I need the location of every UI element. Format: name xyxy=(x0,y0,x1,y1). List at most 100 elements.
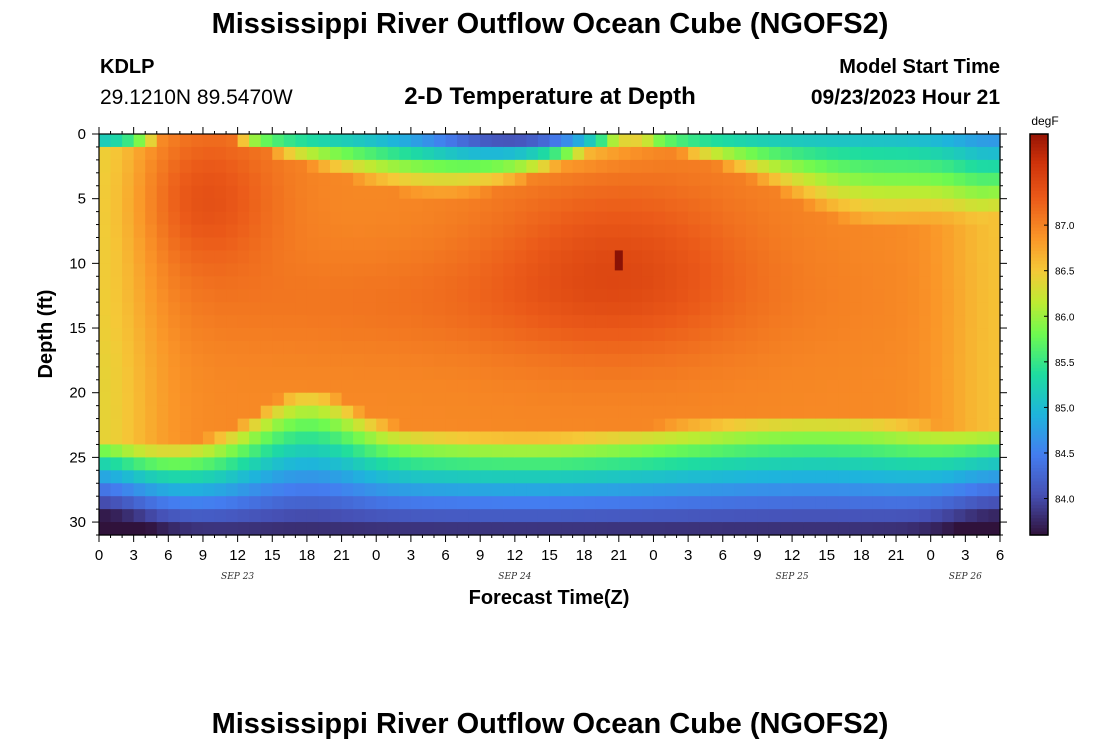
heatmap-cell xyxy=(884,328,897,342)
x-tick-label: 9 xyxy=(753,547,761,564)
heatmap-cell xyxy=(965,483,978,497)
heatmap-cell xyxy=(768,315,782,329)
heatmap-cell xyxy=(364,185,377,200)
colorbar-segment xyxy=(1030,217,1048,222)
heatmap-cell xyxy=(815,224,828,239)
heatmap-cell xyxy=(792,431,805,446)
heatmap-cell xyxy=(826,172,839,187)
heatmap-cell xyxy=(330,276,343,290)
heatmap-cell xyxy=(214,250,227,264)
heatmap-cell xyxy=(445,483,458,497)
heatmap-cell xyxy=(110,315,123,329)
heatmap-cell xyxy=(595,483,608,497)
heatmap-cell xyxy=(561,392,574,407)
heatmap-cell xyxy=(688,496,701,510)
heatmap-cell xyxy=(953,159,966,174)
heatmap-cell xyxy=(965,237,978,252)
heatmap-cell xyxy=(514,302,527,316)
heatmap-cell xyxy=(826,185,839,200)
colorbar-segment xyxy=(1030,381,1048,386)
colorbar-segment xyxy=(1030,274,1048,279)
heatmap-cell xyxy=(965,315,978,329)
heatmap-cell xyxy=(226,276,239,290)
heatmap-cell xyxy=(99,237,112,252)
heatmap-cell xyxy=(237,302,250,316)
heatmap-cell xyxy=(480,237,493,252)
heatmap-cell xyxy=(168,302,181,316)
heatmap-cell xyxy=(561,237,574,252)
heatmap-cell xyxy=(549,457,562,471)
heatmap-cell xyxy=(272,224,285,239)
y-tick-label: 20 xyxy=(69,385,86,402)
heatmap-cell xyxy=(641,198,655,213)
heatmap-cell xyxy=(318,353,331,368)
heatmap-cell xyxy=(376,302,389,316)
heatmap-cell xyxy=(665,237,678,252)
heatmap-cell xyxy=(156,172,169,187)
heatmap-cell xyxy=(584,340,597,355)
heatmap-cell xyxy=(491,379,504,394)
heatmap-cell xyxy=(318,509,331,523)
heatmap-cell xyxy=(468,302,481,316)
heatmap-cell xyxy=(445,250,458,264)
heatmap-cell xyxy=(537,328,551,342)
heatmap-cell xyxy=(110,289,123,303)
heatmap-cell xyxy=(872,509,886,523)
heatmap-cell xyxy=(168,509,181,523)
heatmap-cell xyxy=(306,392,320,407)
heatmap-cell xyxy=(457,198,470,213)
heatmap-cell xyxy=(688,509,701,523)
heatmap-cell xyxy=(653,289,666,303)
heatmap-cell xyxy=(202,444,216,458)
heatmap-cell xyxy=(549,405,562,420)
heatmap-cell xyxy=(757,146,770,161)
heatmap-cell xyxy=(676,250,689,264)
heatmap-cell xyxy=(191,315,204,329)
heatmap-cell xyxy=(283,315,296,329)
heatmap-cell xyxy=(376,340,389,355)
heatmap-cell xyxy=(872,418,886,433)
heatmap-cell xyxy=(272,509,285,523)
heatmap-cell xyxy=(976,522,990,536)
heatmap-cell xyxy=(468,379,481,394)
heatmap-cell xyxy=(780,302,793,316)
heatmap-cell xyxy=(191,353,204,368)
heatmap-cell xyxy=(433,263,447,277)
heatmap-cell xyxy=(838,522,851,536)
heatmap-cell xyxy=(491,315,504,329)
heatmap-cell xyxy=(884,470,897,484)
heatmap-cell xyxy=(930,431,943,446)
heatmap-cell xyxy=(780,198,793,213)
colorbar-segment xyxy=(1030,521,1048,526)
heatmap-cell xyxy=(145,470,158,484)
heatmap-cells xyxy=(99,134,1001,536)
heatmap-cell xyxy=(214,146,227,161)
heatmap-cell xyxy=(584,172,597,187)
heatmap-cell xyxy=(514,470,527,484)
heatmap-cell xyxy=(110,211,123,226)
heatmap-cell xyxy=(653,172,666,187)
heatmap-cell xyxy=(503,457,516,471)
heatmap-cell xyxy=(942,496,955,510)
heatmap-cell xyxy=(410,250,424,264)
heatmap-cell xyxy=(318,198,331,213)
heatmap-cell xyxy=(433,496,447,510)
heatmap-cell xyxy=(572,431,585,446)
heatmap-cell xyxy=(503,366,516,381)
heatmap-cell xyxy=(387,315,400,329)
colorbar-segment xyxy=(1030,471,1048,476)
heatmap-cell xyxy=(214,289,227,303)
heatmap-cell xyxy=(607,328,620,342)
heatmap-cell xyxy=(179,159,193,174)
heatmap-cell xyxy=(376,185,389,200)
heatmap-cell xyxy=(676,134,689,148)
heatmap-cell xyxy=(191,340,204,355)
heatmap-cell xyxy=(156,418,169,433)
heatmap-cell xyxy=(861,328,874,342)
heatmap-cell xyxy=(353,146,366,161)
heatmap-cell xyxy=(572,483,585,497)
heatmap-cell xyxy=(803,496,816,510)
colorbar-segment xyxy=(1030,311,1048,316)
heatmap-cell xyxy=(399,405,412,420)
heatmap-cell xyxy=(653,353,666,368)
